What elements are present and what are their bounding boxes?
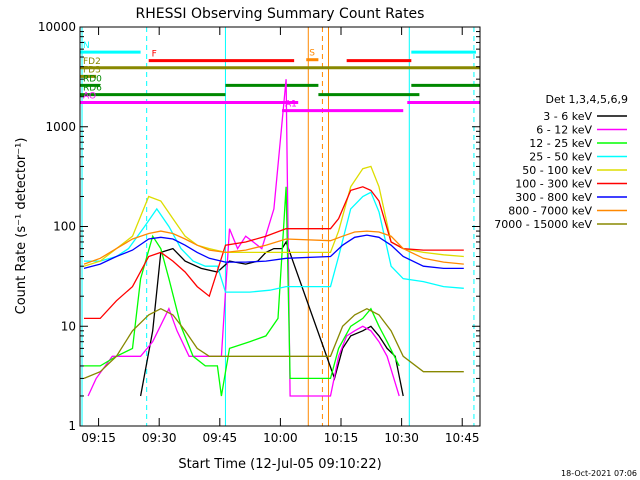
series-line-8 xyxy=(83,307,464,380)
series-line-1 xyxy=(87,79,400,397)
flag-label-rd0: RD0 xyxy=(83,74,102,84)
legend-label-2: 12 - 25 keV xyxy=(529,137,592,150)
legend-label-3: 25 - 50 keV xyxy=(529,151,592,164)
x-axis-label: Start Time (12-Jul-05 09:10:22) xyxy=(178,457,381,472)
x-tick-label-5: 10:30 xyxy=(384,431,419,445)
y-tick-label-4: 10000 xyxy=(38,20,76,34)
series-line-3 xyxy=(84,191,464,293)
flag-label-s: S xyxy=(309,49,315,59)
series-line-5 xyxy=(84,186,464,320)
legend-label-5: 100 - 300 keV xyxy=(515,178,592,191)
legend-label-4: 50 - 100 keV xyxy=(522,164,592,177)
y-tick-label-2: 100 xyxy=(53,220,76,234)
legend-label-7: 800 - 7000 keV xyxy=(508,205,592,218)
flag-label-a1: A1 xyxy=(285,100,297,110)
x-tick-label-1: 09:30 xyxy=(142,431,177,445)
flag-label-fd2: FD2 xyxy=(83,57,101,67)
flag-label-rd6: RD6 xyxy=(83,84,102,94)
legend-title: Det 1,3,4,5,6,9 xyxy=(545,93,628,106)
x-tick-label-4: 10:15 xyxy=(324,431,359,445)
legend-label-1: 6 - 12 keV xyxy=(536,124,592,137)
y-tick-label-3: 1000 xyxy=(45,120,76,134)
y-tick-label-1: 10 xyxy=(61,319,76,333)
footer-stamp: 18-Oct-2021 07:06 xyxy=(561,469,637,478)
y-axis-label: Count Rate (s⁻¹ detector⁻¹) xyxy=(14,138,29,315)
series-line-0 xyxy=(139,240,404,397)
x-tick-label-2: 09:45 xyxy=(203,431,238,445)
series-line-6 xyxy=(83,234,464,270)
chart-title: RHESSI Observing Summary Count Rates xyxy=(136,6,425,22)
legend-label-6: 300 - 800 keV xyxy=(515,191,592,204)
x-tick-label-0: 09:15 xyxy=(81,431,116,445)
x-tick-label-3: 10:00 xyxy=(263,431,298,445)
legend-label-0: 3 - 6 keV xyxy=(543,110,592,123)
legend-label-8: 7000 - 15000 keV xyxy=(494,218,592,231)
flag-label-n: N xyxy=(83,41,90,51)
flag-label-fd3: FD3 xyxy=(83,65,101,75)
x-tick-label-6: 10:45 xyxy=(445,431,480,445)
flag-label-f: F xyxy=(152,50,157,60)
series-line-7 xyxy=(83,230,464,265)
flag-label-ao: AO xyxy=(83,92,96,102)
y-tick-label-0: 1 xyxy=(68,419,76,433)
